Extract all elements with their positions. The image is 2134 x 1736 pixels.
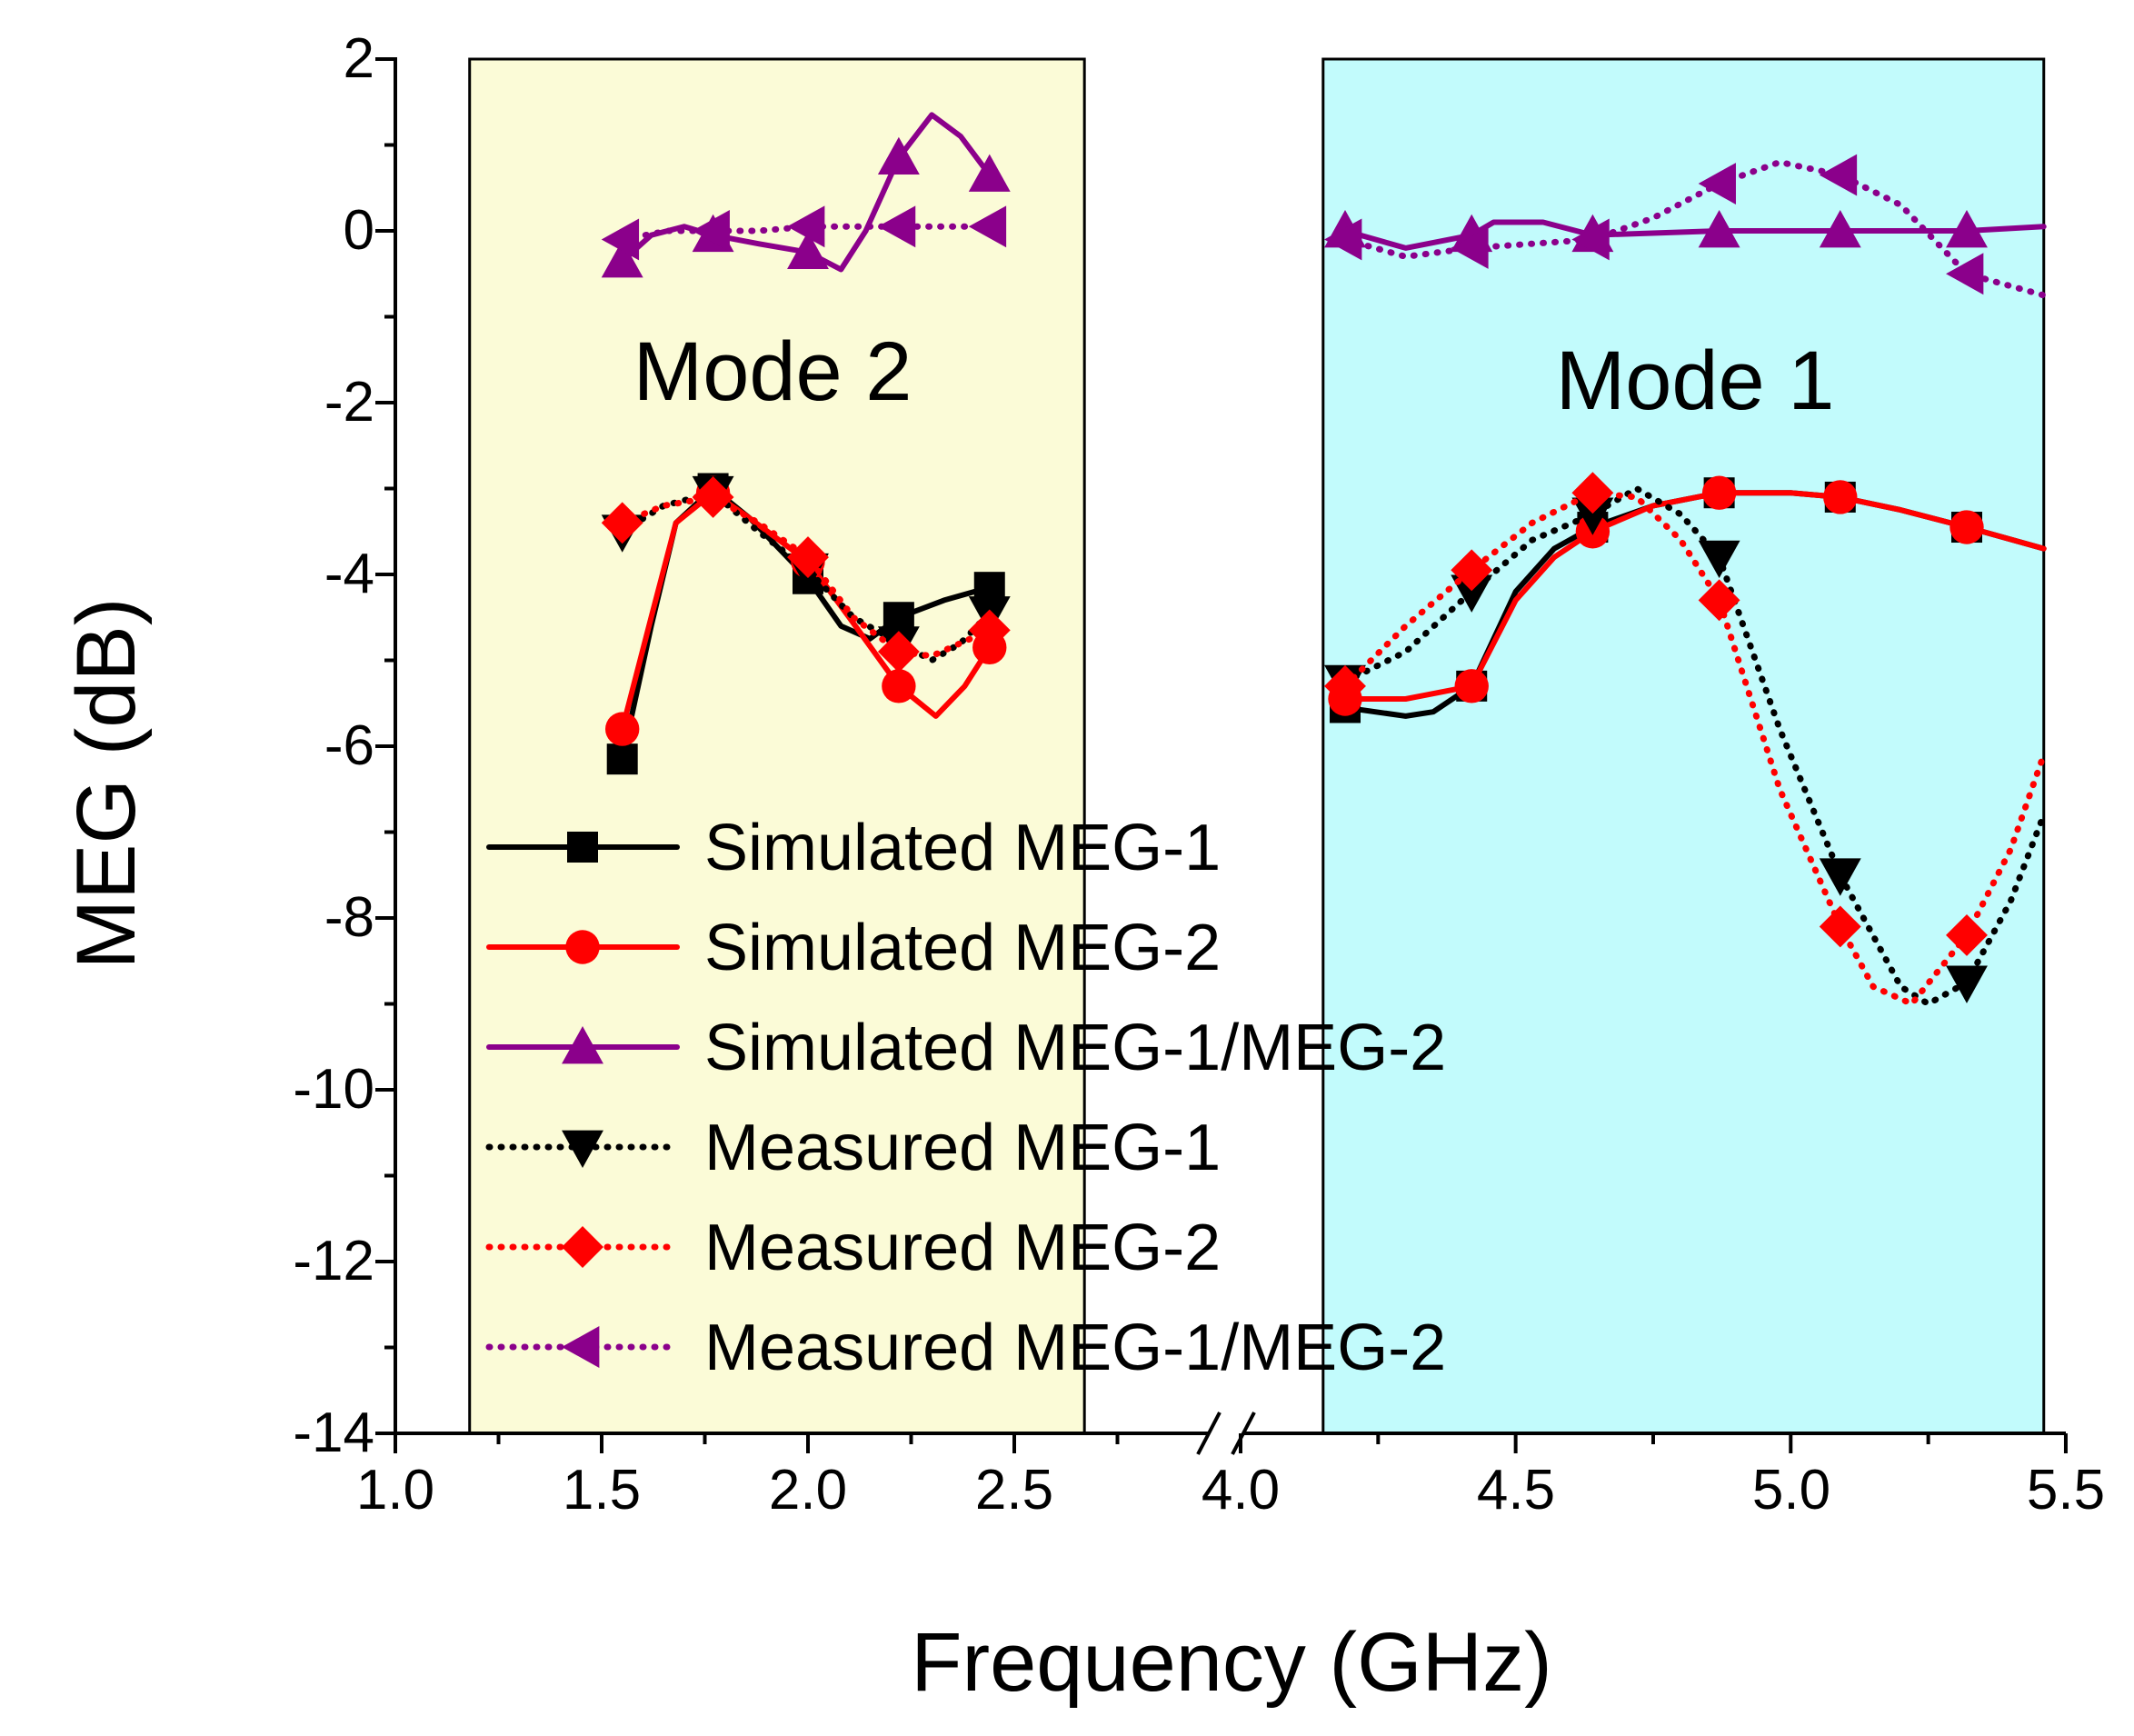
x-tick-label: 1.5 (563, 1459, 641, 1521)
data-marker (1571, 472, 1614, 514)
y-tick-labels: 2 0 -2 -4 -6 -8 -10 -12 -14 (293, 27, 374, 1464)
data-marker (1950, 510, 1984, 544)
x-axis-title: Frequency (GHz) (911, 1616, 1552, 1709)
data-marker (1451, 549, 1493, 592)
data-marker (1571, 497, 1614, 535)
legend-marker (565, 930, 600, 964)
data-marker (601, 218, 640, 261)
mode-2-label: Mode 2 (633, 325, 912, 418)
x-tick-label: 2.5 (975, 1459, 1053, 1521)
y-tick-label: -2 (324, 371, 374, 434)
data-marker (1946, 253, 1984, 295)
y-tick-label: -6 (324, 714, 374, 777)
y-tick-label: -12 (293, 1230, 374, 1292)
x-axis-ticks (394, 1433, 2068, 1453)
mode-1-region (1321, 57, 2046, 1435)
data-marker (1819, 210, 1861, 248)
data-marker (968, 205, 1007, 248)
data-marker (692, 210, 730, 252)
data-marker (968, 609, 1011, 652)
series-line (619, 112, 2047, 273)
legend-label: Simulated MEG-1/MEG-2 (704, 1012, 1446, 1084)
data-marker (1451, 574, 1493, 613)
y-tick-label: 2 (344, 27, 374, 90)
data-marker (1946, 210, 1988, 248)
data-marker (877, 631, 920, 673)
data-marker (1324, 664, 1366, 707)
y-axis-ticks (375, 57, 395, 1435)
data-marker (1819, 154, 1858, 196)
legend: Simulated MEG-1 Simulated MEG-2 Simulate… (485, 812, 1446, 1384)
data-marker (1324, 218, 1362, 261)
x-tick-label: 4.5 (1477, 1459, 1555, 1521)
data-marker (606, 743, 638, 775)
series-6 (601, 154, 2048, 299)
data-marker (968, 154, 1011, 192)
data-marker (1451, 226, 1489, 269)
legend-marker (567, 832, 598, 863)
y-tick-label: -8 (324, 886, 374, 949)
data-marker (1698, 163, 1736, 205)
data-marker (1571, 218, 1610, 261)
data-marker (1454, 669, 1489, 703)
data-marker (787, 536, 829, 579)
legend-marker (562, 1026, 603, 1064)
legend-marker (562, 1130, 603, 1168)
data-marker (1819, 905, 1861, 948)
axis-break-marker (1196, 1412, 1256, 1455)
legend-label: Simulated MEG-2 (704, 912, 1221, 984)
data-marker (787, 205, 825, 248)
data-marker (692, 476, 734, 518)
data-marker (877, 136, 920, 175)
y-tick-label: 0 (344, 199, 374, 262)
legend-label: Measured MEG-1/MEG-2 (704, 1312, 1446, 1384)
mode-1-label: Mode 1 (1556, 334, 1835, 427)
data-marker (1819, 858, 1861, 896)
x-tick-label: 5.5 (2027, 1459, 2105, 1521)
legend-label: Simulated MEG-1 (704, 812, 1221, 884)
x-tick-label: 1.0 (356, 1459, 434, 1521)
series-5 (601, 472, 2048, 1007)
series-layer (601, 112, 2048, 1007)
data-marker (605, 712, 640, 746)
data-marker (601, 240, 643, 278)
y-tick-label: -4 (324, 543, 374, 605)
y-tick-label: -10 (293, 1058, 374, 1121)
data-marker (1946, 965, 1988, 1003)
x-tick-labels: 1.0 1.5 2.0 2.5 4.0 4.5 5.0 5.5 (356, 1459, 2105, 1521)
data-marker (1698, 579, 1740, 622)
x-tick-label: 2.0 (769, 1459, 847, 1521)
data-marker (787, 231, 829, 269)
x-tick-label: 4.0 (1202, 1459, 1280, 1521)
data-marker (1946, 913, 1988, 956)
data-marker (1698, 540, 1740, 579)
data-marker (1701, 475, 1737, 510)
mode-2-region (468, 57, 1086, 1435)
data-marker (1698, 210, 1740, 248)
y-tick-label: -14 (293, 1402, 374, 1464)
data-marker (1823, 480, 1858, 514)
legend-label: Measured MEG-2 (704, 1212, 1221, 1284)
data-marker (882, 669, 916, 703)
legend-label: Measured MEG-1 (704, 1112, 1221, 1184)
y-axis-title: MEG (dB) (60, 598, 153, 970)
data-marker (601, 502, 643, 544)
x-tick-label: 5.0 (1752, 1459, 1830, 1521)
legend-marker (562, 1226, 603, 1268)
data-marker (877, 205, 916, 248)
legend-marker (562, 1326, 600, 1368)
